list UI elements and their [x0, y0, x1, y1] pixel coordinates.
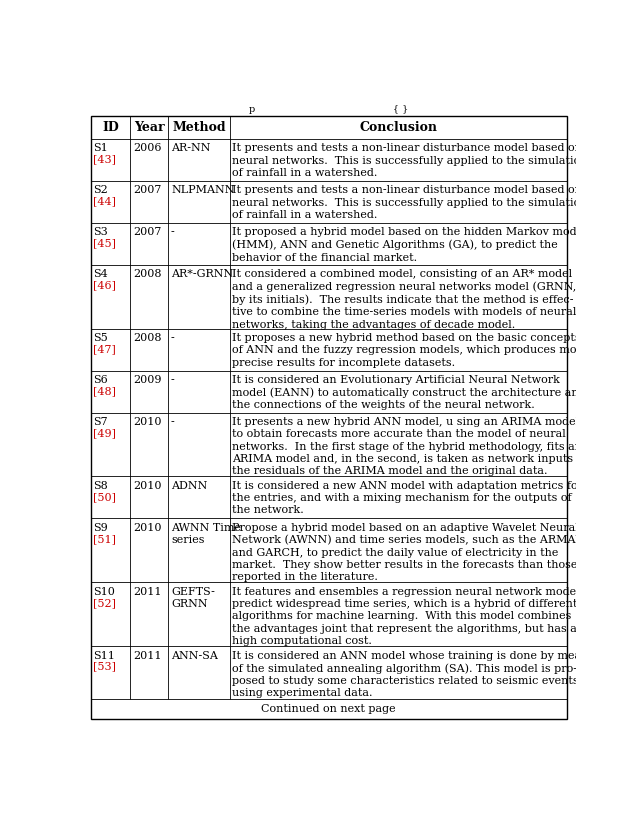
Text: [51]: [51] — [93, 534, 116, 544]
Text: Conclusion: Conclusion — [360, 121, 438, 134]
Text: Year: Year — [134, 121, 164, 134]
Text: -: - — [171, 227, 175, 237]
Text: Method: Method — [173, 121, 226, 134]
Text: 2010: 2010 — [133, 523, 161, 533]
Text: It presents and tests a non-linear disturbance model based on
neural networks.  : It presents and tests a non-linear distu… — [232, 186, 588, 220]
Text: S6: S6 — [93, 375, 108, 385]
Text: 2008: 2008 — [133, 269, 161, 279]
Text: AR-NN: AR-NN — [171, 144, 211, 154]
Text: S10: S10 — [93, 587, 115, 597]
Text: ANN-SA: ANN-SA — [171, 651, 218, 661]
Text: S3: S3 — [93, 227, 108, 237]
Text: ID: ID — [102, 121, 119, 134]
Text: p                                            { }: p { } — [249, 105, 408, 113]
Text: NLPMANN: NLPMANN — [171, 186, 234, 195]
Text: Continued on next page: Continued on next page — [262, 704, 396, 714]
Text: It proposed a hybrid model based on the hidden Markov model
(HMM), ANN and Genet: It proposed a hybrid model based on the … — [232, 227, 587, 263]
Text: 2010: 2010 — [133, 417, 161, 427]
Text: S1: S1 — [93, 144, 108, 154]
Text: [48]: [48] — [93, 386, 116, 396]
Text: 2007: 2007 — [133, 227, 161, 237]
Text: [50]: [50] — [93, 492, 116, 502]
Text: AR*-GRNN: AR*-GRNN — [171, 269, 233, 279]
Text: 2008: 2008 — [133, 333, 161, 343]
Text: [46]: [46] — [93, 280, 116, 291]
Text: ADNN: ADNN — [171, 481, 207, 491]
Text: It is considered an ANN model whose training is done by means
of the simulated a: It is considered an ANN model whose trai… — [232, 651, 595, 698]
Text: It is considered a new ANN model with adaptation metrics for
the entries, and wi: It is considered a new ANN model with ad… — [232, 481, 584, 516]
Text: It considered a combined model, consisting of an AR* model
and a generalized reg: It considered a combined model, consisti… — [232, 269, 577, 330]
Text: [53]: [53] — [93, 662, 116, 672]
Text: It is considered an Evolutionary Artificial Neural Network
model (EANN) to autom: It is considered an Evolutionary Artific… — [232, 375, 586, 410]
Text: 2010: 2010 — [133, 481, 161, 491]
Text: -: - — [171, 333, 175, 343]
Text: [49]: [49] — [93, 428, 116, 438]
Text: 2009: 2009 — [133, 375, 161, 385]
Text: It features and ensembles a regression neural network model to
predict widesprea: It features and ensembles a regression n… — [232, 587, 595, 646]
Text: [43]: [43] — [93, 154, 116, 164]
Text: [47]: [47] — [93, 344, 116, 354]
Text: -: - — [171, 375, 175, 385]
Text: S2: S2 — [93, 186, 108, 195]
Text: S7: S7 — [93, 417, 108, 427]
Text: S8: S8 — [93, 481, 108, 491]
Text: [45]: [45] — [93, 238, 116, 248]
Text: AWNN Time
series: AWNN Time series — [171, 523, 241, 545]
Text: [52]: [52] — [93, 598, 116, 608]
Text: [44]: [44] — [93, 196, 116, 206]
Text: It presents and tests a non-linear disturbance model based on
neural networks.  : It presents and tests a non-linear distu… — [232, 144, 588, 178]
Text: It presents a new hybrid ANN model, u sing an ARIMA model
to obtain forecasts mo: It presents a new hybrid ANN model, u si… — [232, 417, 582, 476]
Text: S4: S4 — [93, 269, 108, 279]
Text: GEFTS-
GRNN: GEFTS- GRNN — [171, 587, 215, 609]
Text: S9: S9 — [93, 523, 108, 533]
Text: It proposes a new hybrid method based on the basic concepts
of ANN and the fuzzy: It proposes a new hybrid method based on… — [232, 333, 589, 368]
Text: 2007: 2007 — [133, 186, 161, 195]
Text: 2011: 2011 — [133, 651, 161, 661]
Text: -: - — [171, 417, 175, 427]
Text: Propose a hybrid model based on an adaptive Wavelet Neural
Network (AWNN) and ti: Propose a hybrid model based on an adapt… — [232, 523, 584, 582]
Text: S11: S11 — [93, 651, 115, 661]
Text: S5: S5 — [93, 333, 108, 343]
Text: 2006: 2006 — [133, 144, 161, 154]
Text: 2011: 2011 — [133, 587, 161, 597]
